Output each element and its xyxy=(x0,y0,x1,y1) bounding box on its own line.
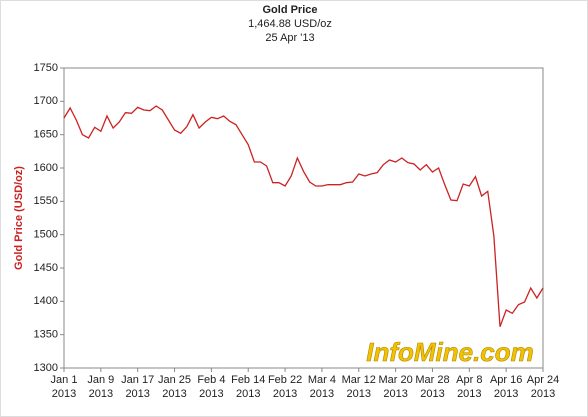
watermark: InfoMine.com xyxy=(366,337,534,367)
x-tick-year: 2013 xyxy=(383,388,407,400)
x-tick-year: 2013 xyxy=(347,388,371,400)
chart-title: Gold Price xyxy=(262,4,317,16)
y-tick-label: 1750 xyxy=(34,62,58,74)
x-tick-year: 2013 xyxy=(199,388,223,400)
y-tick-label: 1500 xyxy=(34,229,58,241)
x-tick-label: Jan 25 xyxy=(158,374,191,386)
x-tick-label: Apr 24 xyxy=(527,374,559,386)
y-tick-label: 1450 xyxy=(34,262,58,274)
x-tick-label: Mar 4 xyxy=(308,374,336,386)
x-tick-year: 2013 xyxy=(531,388,555,400)
x-tick-year: 2013 xyxy=(457,388,481,400)
x-tick-label: Jan 1 xyxy=(51,374,78,386)
x-tick-label: Jan 17 xyxy=(121,374,154,386)
y-tick-label: 1650 xyxy=(34,129,58,141)
x-tick-year: 2013 xyxy=(494,388,518,400)
chart-date: 25 Apr '13 xyxy=(265,32,314,44)
y-tick-label: 1550 xyxy=(34,195,58,207)
x-tick-year: 2013 xyxy=(89,388,113,400)
x-tick-year: 2013 xyxy=(236,388,260,400)
y-tick-label: 1600 xyxy=(34,162,58,174)
x-tick-label: Jan 9 xyxy=(87,374,114,386)
x-tick-label: Mar 20 xyxy=(378,374,412,386)
x-tick-label: Feb 4 xyxy=(197,374,225,386)
price-line xyxy=(63,105,544,327)
x-tick-label: Feb 22 xyxy=(268,374,302,386)
y-tick-label: 1700 xyxy=(34,95,58,107)
y-axis-label: Gold Price (USD/oz) xyxy=(13,166,25,270)
x-tick-year: 2013 xyxy=(52,388,76,400)
y-tick-label: 1400 xyxy=(34,295,58,307)
x-tick-year: 2013 xyxy=(310,388,334,400)
x-tick-label: Feb 14 xyxy=(231,374,265,386)
y-tick-label: 1350 xyxy=(34,329,58,341)
chart-subtitle: 1,464.88 USD/oz xyxy=(248,18,332,30)
x-tick-year: 2013 xyxy=(420,388,444,400)
x-tick-label: Mar 12 xyxy=(342,374,376,386)
x-tick-year: 2013 xyxy=(162,388,186,400)
x-tick-label: Apr 16 xyxy=(490,374,522,386)
y-tick-label: 1300 xyxy=(34,362,58,374)
x-tick-label: Apr 8 xyxy=(456,374,482,386)
x-tick-year: 2013 xyxy=(125,388,149,400)
x-tick-label: Mar 28 xyxy=(415,374,449,386)
plot-area xyxy=(63,67,544,369)
x-tick-year: 2013 xyxy=(273,388,297,400)
